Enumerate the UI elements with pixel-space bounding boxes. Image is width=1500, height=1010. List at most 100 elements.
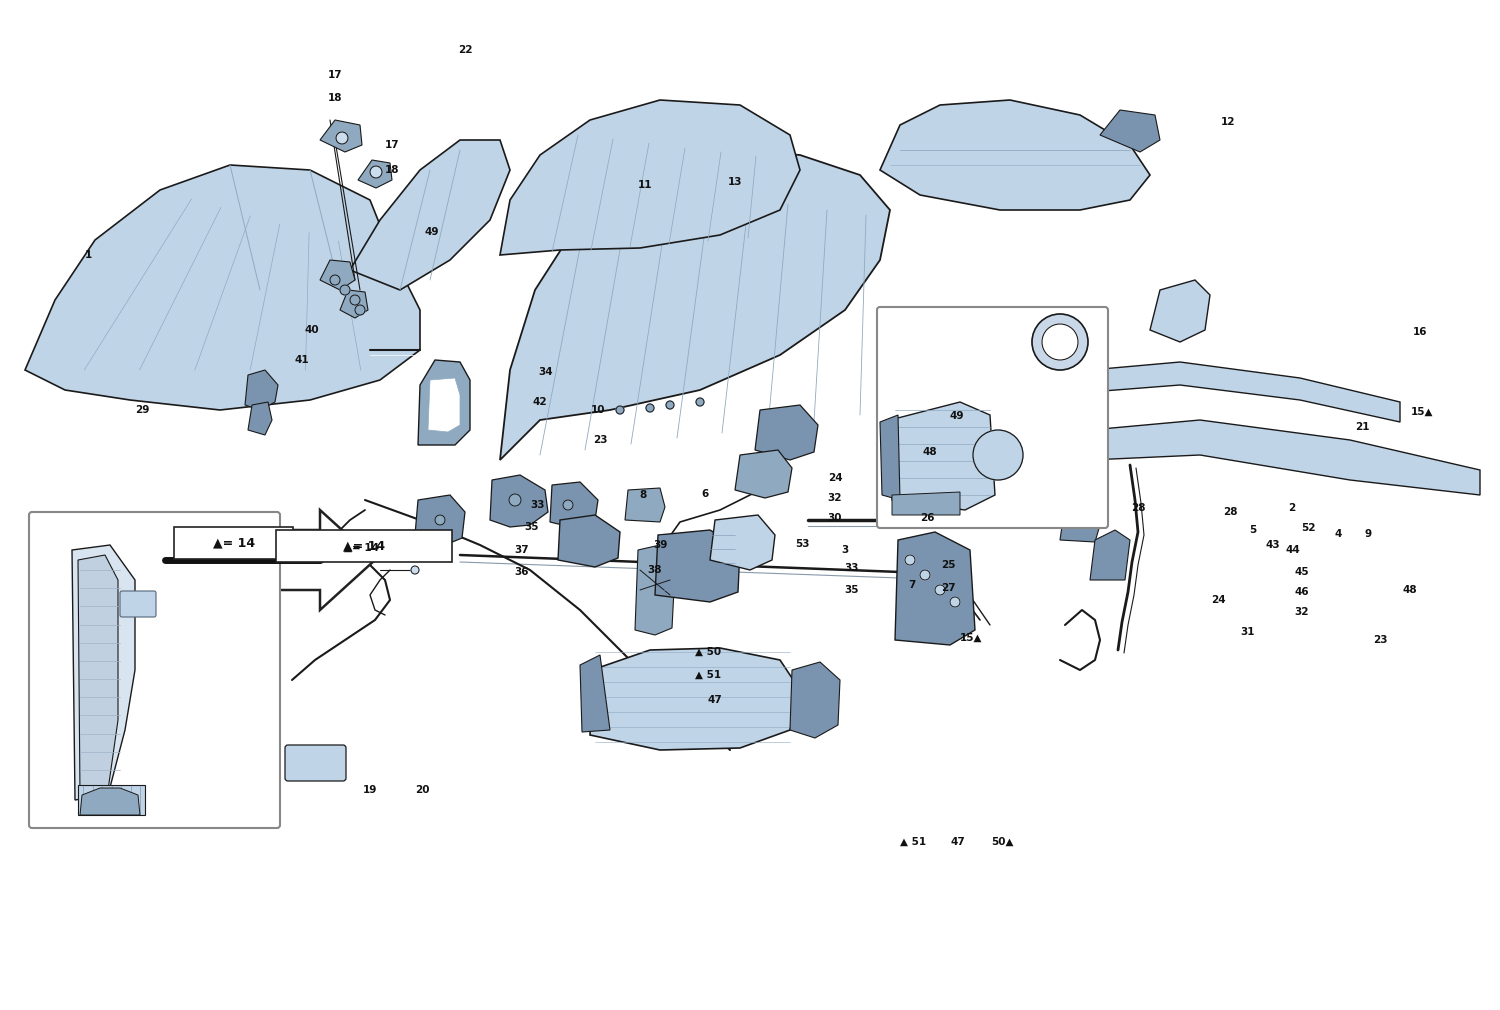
Polygon shape — [550, 482, 598, 528]
Circle shape — [696, 398, 703, 406]
Polygon shape — [880, 415, 900, 500]
Text: 45: 45 — [1294, 567, 1310, 577]
Circle shape — [950, 597, 960, 607]
Polygon shape — [710, 515, 776, 570]
Text: ▲ 50: ▲ 50 — [694, 647, 721, 656]
Polygon shape — [1100, 110, 1160, 152]
Text: 28: 28 — [1222, 507, 1238, 517]
Circle shape — [336, 132, 348, 144]
Text: ▲= 14: ▲= 14 — [213, 536, 255, 549]
Text: 47: 47 — [708, 695, 723, 705]
Text: 5: 5 — [1250, 525, 1257, 535]
Text: 26: 26 — [920, 513, 934, 523]
Polygon shape — [160, 510, 375, 610]
Polygon shape — [244, 370, 278, 410]
Text: 24: 24 — [1210, 595, 1225, 605]
Text: 49: 49 — [424, 227, 439, 237]
Circle shape — [934, 585, 945, 595]
Polygon shape — [416, 495, 465, 545]
Circle shape — [1042, 324, 1078, 360]
Text: 17: 17 — [327, 70, 342, 80]
Text: 31: 31 — [1240, 627, 1256, 637]
Circle shape — [356, 305, 364, 315]
Polygon shape — [892, 492, 960, 515]
Polygon shape — [78, 785, 146, 815]
Polygon shape — [490, 475, 548, 527]
Circle shape — [509, 494, 520, 506]
Text: 19: 19 — [363, 785, 376, 795]
Text: 52: 52 — [1300, 523, 1316, 533]
Circle shape — [411, 566, 419, 574]
Polygon shape — [626, 488, 664, 522]
Polygon shape — [78, 556, 118, 795]
Text: 16: 16 — [1413, 327, 1428, 337]
Text: 40: 40 — [304, 325, 320, 335]
Text: 42: 42 — [532, 397, 548, 407]
Circle shape — [974, 430, 1023, 480]
Polygon shape — [350, 140, 510, 290]
Text: 46: 46 — [1294, 587, 1310, 597]
Polygon shape — [558, 515, 620, 567]
Polygon shape — [880, 100, 1150, 210]
FancyBboxPatch shape — [28, 512, 280, 828]
Text: 13: 13 — [728, 177, 742, 187]
Polygon shape — [590, 648, 800, 750]
Text: 48: 48 — [922, 447, 938, 457]
Text: 44: 44 — [1286, 545, 1300, 556]
Text: 20: 20 — [414, 785, 429, 795]
Polygon shape — [427, 378, 460, 432]
Circle shape — [370, 166, 382, 178]
Text: 12: 12 — [1221, 117, 1236, 127]
Text: 2: 2 — [1288, 503, 1296, 513]
Circle shape — [350, 295, 360, 305]
Text: 49: 49 — [950, 411, 964, 421]
Text: 9: 9 — [1365, 529, 1371, 539]
Circle shape — [330, 275, 340, 285]
Polygon shape — [72, 545, 135, 800]
Polygon shape — [735, 450, 792, 498]
Text: 8: 8 — [639, 490, 646, 500]
Polygon shape — [26, 165, 420, 410]
Text: 28: 28 — [1131, 503, 1146, 513]
Text: 23: 23 — [592, 435, 608, 445]
Text: 22: 22 — [458, 45, 472, 55]
Polygon shape — [896, 532, 975, 645]
Text: 32: 32 — [1294, 607, 1310, 617]
Text: 34: 34 — [538, 367, 554, 377]
Polygon shape — [248, 402, 272, 435]
Text: 36: 36 — [514, 567, 529, 577]
Circle shape — [411, 546, 419, 554]
Polygon shape — [890, 402, 995, 510]
FancyBboxPatch shape — [878, 307, 1108, 528]
Text: 48: 48 — [1402, 585, 1417, 595]
Text: 53: 53 — [795, 539, 810, 549]
Text: 18: 18 — [384, 165, 399, 175]
Text: 41: 41 — [294, 355, 309, 365]
Text: ▲ 51: ▲ 51 — [694, 670, 721, 680]
Text: 38: 38 — [648, 565, 663, 575]
Text: 35: 35 — [525, 522, 540, 532]
Text: 25: 25 — [940, 560, 956, 570]
Polygon shape — [80, 788, 140, 815]
Polygon shape — [1060, 502, 1100, 542]
Text: 23: 23 — [1372, 635, 1388, 645]
Polygon shape — [320, 260, 356, 290]
Text: 27: 27 — [940, 583, 956, 593]
Text: 17: 17 — [384, 140, 399, 150]
Circle shape — [616, 406, 624, 414]
Text: 43: 43 — [1266, 540, 1281, 550]
Text: 35: 35 — [844, 585, 859, 595]
Polygon shape — [1150, 280, 1210, 342]
Text: 1: 1 — [84, 250, 92, 260]
Circle shape — [562, 500, 573, 510]
Circle shape — [435, 515, 445, 525]
Circle shape — [904, 556, 915, 565]
Text: 18: 18 — [327, 93, 342, 103]
Text: 29: 29 — [135, 405, 148, 415]
Text: 11: 11 — [638, 180, 652, 190]
Text: 47: 47 — [951, 837, 966, 847]
Text: 15▲: 15▲ — [960, 633, 982, 643]
Text: 33: 33 — [531, 500, 546, 510]
Text: 37: 37 — [514, 545, 529, 556]
Text: 6: 6 — [702, 489, 708, 499]
